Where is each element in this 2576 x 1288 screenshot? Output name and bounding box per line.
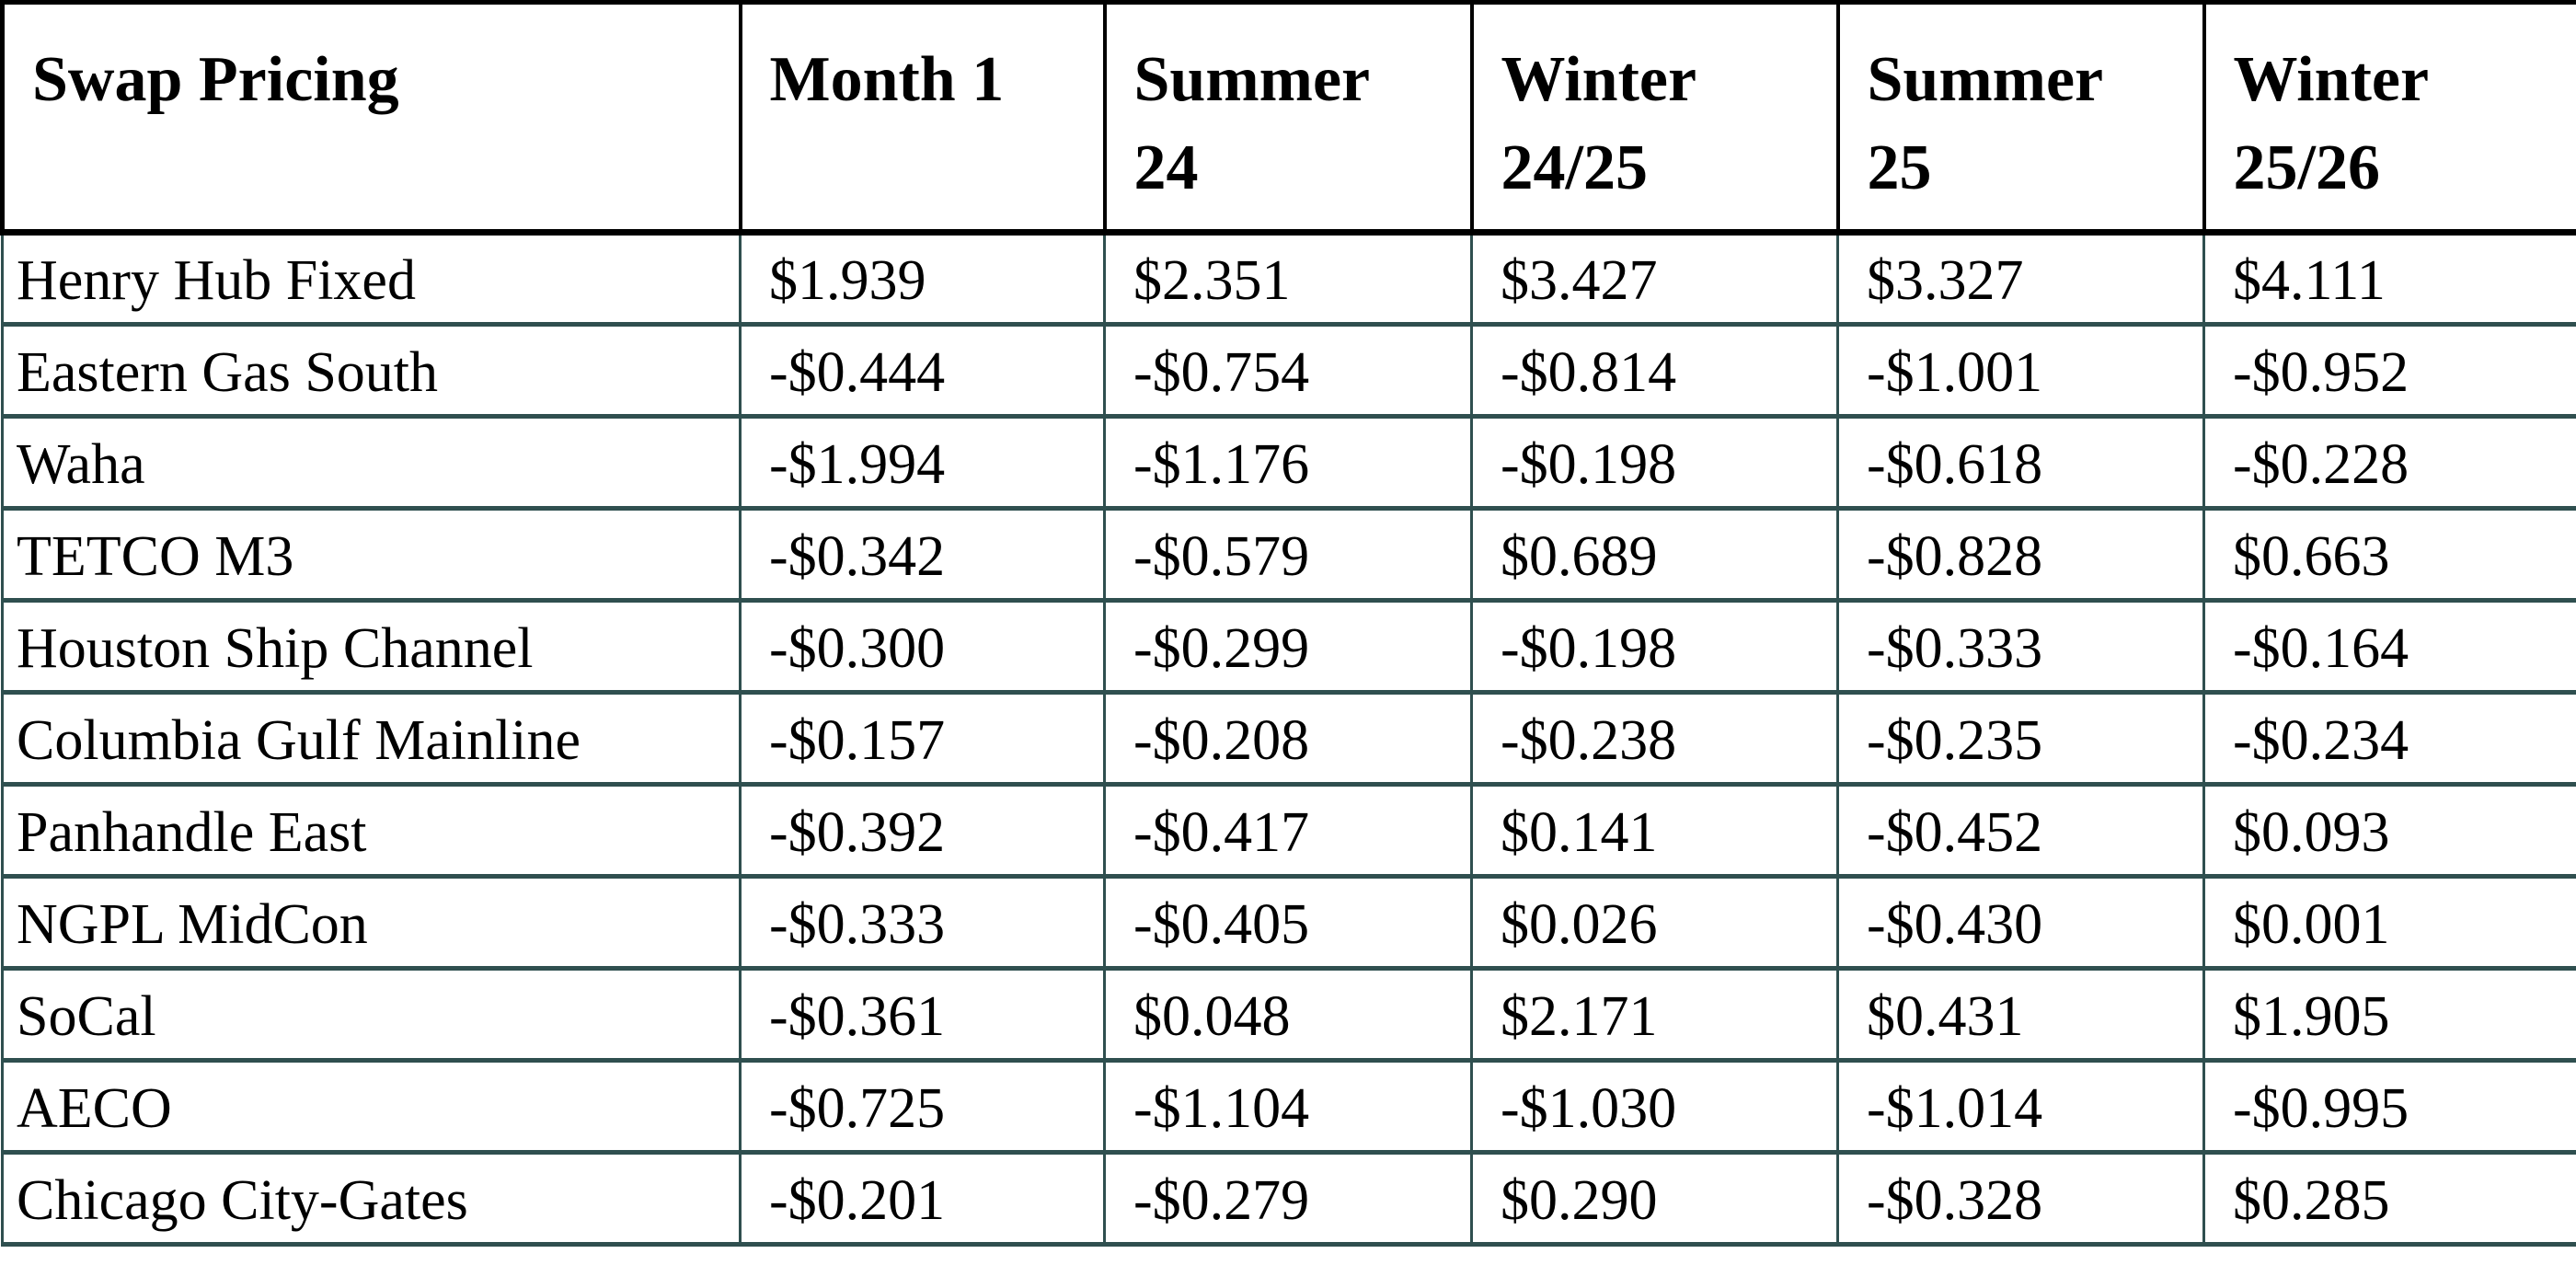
cell-value: -$0.452 (1836, 782, 2205, 879)
cell-value: $2.171 (1470, 966, 1839, 1063)
table-row-eastern-gas-south: Eastern Gas South -$0.444 -$0.754 -$0.81… (1, 322, 2576, 419)
cell-value: $3.327 (1836, 230, 2205, 327)
column-header-winter-24-25: Winter 24/25 (1469, 0, 1840, 236)
table-row-columbia-gulf-mainline: Columbia Gulf Mainline -$0.157 -$0.208 -… (1, 690, 2576, 787)
cell-value: -$0.328 (1836, 1150, 2205, 1247)
cell-value: $0.431 (1836, 966, 2205, 1063)
table-row-ngpl-midcon: NGPL MidCon -$0.333 -$0.405 $0.026 -$0.4… (1, 874, 2576, 971)
cell-value: -$1.176 (1103, 414, 1473, 511)
cell-value: -$0.814 (1470, 322, 1839, 419)
cell-value: -$0.201 (739, 1150, 1106, 1247)
cell-value: -$0.828 (1836, 506, 2205, 603)
swap-pricing-table: Swap Pricing Month 1 Summer 24 Winter 24… (0, 0, 2576, 1247)
cell-value: -$0.300 (739, 598, 1106, 695)
cell-value: $0.689 (1470, 506, 1839, 603)
cell-value: -$1.014 (1836, 1058, 2205, 1155)
cell-value: -$0.235 (1836, 690, 2205, 787)
cell-value: $0.001 (2202, 874, 2576, 971)
cell-value: -$0.164 (2202, 598, 2576, 695)
row-label: Panhandle East (1, 782, 742, 879)
column-header-month-1: Month 1 (738, 0, 1107, 236)
cell-value: $1.939 (739, 230, 1106, 327)
cell-value: -$0.579 (1103, 506, 1473, 603)
cell-value: $0.026 (1470, 874, 1839, 971)
cell-value: -$0.725 (739, 1058, 1106, 1155)
cell-value: -$0.444 (739, 322, 1106, 419)
header-row: Swap Pricing Month 1 Summer 24 Winter 24… (0, 0, 2576, 236)
cell-value: $0.663 (2202, 506, 2576, 603)
cell-value: -$0.618 (1836, 414, 2205, 511)
table-row-waha: Waha -$1.994 -$1.176 -$0.198 -$0.618 -$0… (1, 414, 2576, 511)
cell-value: -$0.234 (2202, 690, 2576, 787)
cell-value: -$0.392 (739, 782, 1106, 879)
cell-value: $1.905 (2202, 966, 2576, 1063)
table-row-panhandle-east: Panhandle East -$0.392 -$0.417 $0.141 -$… (1, 782, 2576, 879)
cell-value: -$0.333 (739, 874, 1106, 971)
cell-value: $0.285 (2202, 1150, 2576, 1247)
table-row-houston-ship-channel: Houston Ship Channel -$0.300 -$0.299 -$0… (1, 598, 2576, 695)
table-row-tetco-m3: TETCO M3 -$0.342 -$0.579 $0.689 -$0.828 … (1, 506, 2576, 603)
row-label: Chicago City-Gates (1, 1150, 742, 1247)
cell-value: -$0.952 (2202, 322, 2576, 419)
row-label: NGPL MidCon (1, 874, 742, 971)
cell-value: -$0.417 (1103, 782, 1473, 879)
cell-value: -$0.279 (1103, 1150, 1473, 1247)
cell-value: -$0.995 (2202, 1058, 2576, 1155)
cell-value: $2.351 (1103, 230, 1473, 327)
column-header-summer-24: Summer 24 (1102, 0, 1474, 236)
column-header-winter-25-26: Winter 25/26 (2202, 0, 2576, 236)
cell-value: -$0.333 (1836, 598, 2205, 695)
row-label: TETCO M3 (1, 506, 742, 603)
table-row-aeco: AECO -$0.725 -$1.104 -$1.030 -$1.014 -$0… (1, 1058, 2576, 1155)
row-label: SoCal (1, 966, 742, 1063)
row-label: Henry Hub Fixed (1, 230, 742, 327)
table-row-chicago-city-gates: Chicago City-Gates -$0.201 -$0.279 $0.29… (1, 1150, 2576, 1247)
cell-value: -$0.208 (1103, 690, 1473, 787)
table-row-socal: SoCal -$0.361 $0.048 $2.171 $0.431 $1.90… (1, 966, 2576, 1063)
cell-value: -$0.754 (1103, 322, 1473, 419)
row-label: Eastern Gas South (1, 322, 742, 419)
row-label: Columbia Gulf Mainline (1, 690, 742, 787)
cell-value: -$1.030 (1470, 1058, 1839, 1155)
table-row-henry-hub-fixed: Henry Hub Fixed $1.939 $2.351 $3.427 $3.… (1, 230, 2576, 327)
cell-value: -$0.198 (1470, 598, 1839, 695)
cell-value: -$0.198 (1470, 414, 1839, 511)
cell-value: -$0.405 (1103, 874, 1473, 971)
cell-value: $3.427 (1470, 230, 1839, 327)
cell-value: -$0.228 (2202, 414, 2576, 511)
row-label: AECO (1, 1058, 742, 1155)
cell-value: -$0.157 (739, 690, 1106, 787)
cell-value: -$0.430 (1836, 874, 2205, 971)
column-header-summer-25: Summer 25 (1835, 0, 2206, 236)
row-label: Waha (1, 414, 742, 511)
row-label: Houston Ship Channel (1, 598, 742, 695)
cell-value: -$1.994 (739, 414, 1106, 511)
cell-value: -$1.104 (1103, 1058, 1473, 1155)
cell-value: $0.093 (2202, 782, 2576, 879)
cell-value: -$0.238 (1470, 690, 1839, 787)
cell-value: $0.141 (1470, 782, 1839, 879)
cell-value: -$0.342 (739, 506, 1106, 603)
cell-value: -$0.361 (739, 966, 1106, 1063)
corner-header-swap-pricing: Swap Pricing (0, 0, 742, 236)
cell-value: -$0.299 (1103, 598, 1473, 695)
cell-value: $0.048 (1103, 966, 1473, 1063)
cell-value: -$1.001 (1836, 322, 2205, 419)
cell-value: $4.111 (2202, 230, 2576, 327)
cell-value: $0.290 (1470, 1150, 1839, 1247)
